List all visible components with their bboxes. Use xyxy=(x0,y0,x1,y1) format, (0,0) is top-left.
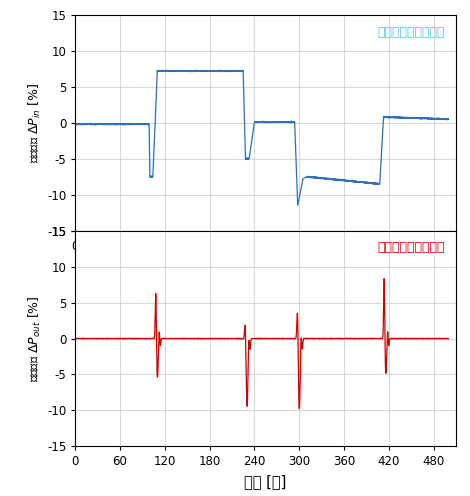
Text: 制御システム出射後: 制御システム出射後 xyxy=(377,242,445,254)
Y-axis label: 相対変動 $\Delta P_{in}$ [%]: 相対変動 $\Delta P_{in}$ [%] xyxy=(27,83,43,163)
X-axis label: 時間 [秒]: 時間 [秒] xyxy=(244,474,287,489)
Y-axis label: 相対変動 $\Delta P_{out}$ [%]: 相対変動 $\Delta P_{out}$ [%] xyxy=(27,295,43,382)
Text: 制御システム入射前: 制御システム入射前 xyxy=(377,26,445,39)
